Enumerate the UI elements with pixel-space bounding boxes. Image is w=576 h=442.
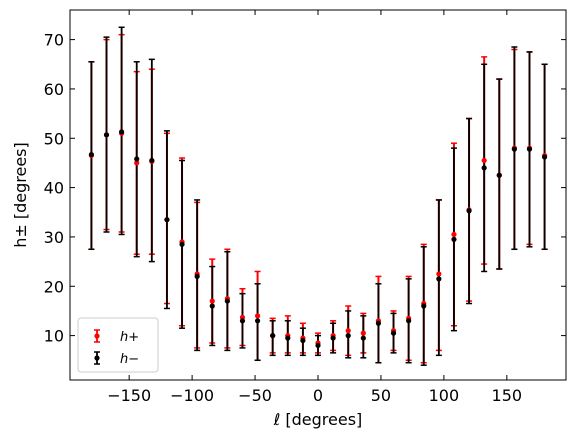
data-point-h-minus — [466, 208, 472, 214]
legend-box — [77, 317, 159, 373]
x-tick-label: −100 — [170, 386, 214, 405]
legend-entry-h-minus — [94, 351, 100, 365]
y-tick-label: 30 — [44, 228, 64, 247]
data-point-h-minus — [511, 146, 517, 152]
data-point-h-minus — [194, 273, 200, 279]
x-axis-label: ℓ [degrees] — [273, 410, 363, 429]
data-point-h-minus — [375, 320, 382, 326]
error-bars-layer — [88, 26, 548, 366]
data-point-h-minus — [541, 154, 548, 160]
data-point-h-minus — [390, 330, 397, 336]
data-point-h-minus — [406, 318, 412, 324]
data-point-h-minus — [330, 335, 336, 341]
x-tick-label: 150 — [492, 386, 523, 405]
data-point-h-plus — [345, 328, 351, 334]
legend-label-h-minus: h− — [120, 352, 139, 367]
legend-marker-dot — [94, 333, 100, 339]
y-tick-label: 60 — [44, 80, 64, 99]
data-point-h-plus — [436, 271, 442, 277]
data-point-h-minus — [345, 333, 351, 339]
data-point-h-minus — [451, 236, 457, 242]
y-axis-label: h± [degrees] — [11, 142, 30, 248]
legend-marker-dot — [94, 355, 100, 361]
data-point-h-minus — [421, 303, 427, 309]
data-point-h-minus — [179, 241, 185, 247]
y-tick-label: 20 — [44, 277, 64, 296]
x-tick-label: 50 — [371, 386, 391, 405]
y-tick-label: 10 — [44, 327, 64, 346]
y-tick-label: 40 — [44, 179, 64, 198]
x-tick-label: 100 — [429, 386, 460, 405]
data-point-h-minus — [103, 132, 110, 138]
data-point-h-plus — [481, 157, 487, 164]
data-point-h-minus — [436, 276, 442, 282]
y-tick-label: 50 — [44, 129, 64, 148]
data-point-h-minus — [149, 157, 155, 164]
data-point-h-minus — [496, 172, 502, 178]
data-point-h-minus — [526, 146, 533, 152]
data-point-h-plus — [254, 313, 261, 319]
data-point-h-minus — [360, 335, 366, 341]
x-tick-label: −150 — [107, 386, 151, 405]
data-point-h-minus — [315, 342, 321, 349]
data-point-h-minus — [224, 298, 230, 304]
data-point-h-minus — [239, 318, 246, 324]
data-point-h-plus — [360, 330, 366, 336]
data-point-h-minus — [300, 337, 306, 344]
x-tick-label: 0 — [313, 386, 323, 405]
ticks-layer: −150 −100 −50 0 50 100 150 10 20 30 40 50 60 70 — [44, 10, 566, 405]
data-point-h-minus — [285, 335, 291, 341]
data-point-h-plus — [209, 298, 215, 304]
x-tick-label: −50 — [238, 386, 272, 405]
data-point-h-minus — [164, 217, 170, 223]
data-point-h-minus — [270, 333, 276, 339]
legend-label-h-plus: h+ — [120, 330, 139, 345]
data-point-h-plus — [134, 160, 140, 166]
data-point-h-plus — [451, 231, 457, 238]
data-point-h-minus — [209, 303, 215, 309]
points-layer — [88, 129, 548, 349]
legend-entry-h-plus — [94, 329, 100, 343]
data-point-h-minus — [481, 165, 487, 171]
data-point-h-minus — [88, 151, 95, 158]
y-tick-label: 70 — [44, 31, 64, 50]
data-point-h-minus — [134, 156, 140, 162]
legend: h+ h− — [77, 317, 159, 373]
data-point-h-minus — [254, 318, 261, 324]
data-point-h-minus — [119, 129, 125, 135]
